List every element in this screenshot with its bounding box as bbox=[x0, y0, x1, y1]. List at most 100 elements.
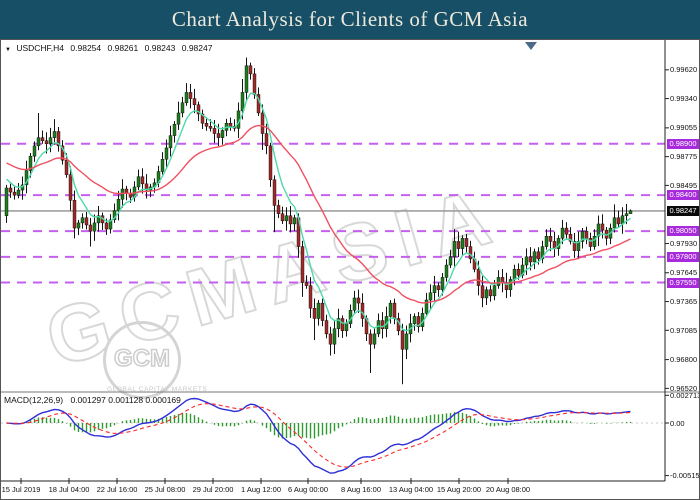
chart-window[interactable]: GCMASIA GCM GLOBAL CAPITAL MARKETS ▼ USD… bbox=[0, 39, 700, 500]
bear-candle bbox=[584, 230, 589, 239]
bear-candle bbox=[64, 160, 69, 175]
bear-candle bbox=[260, 112, 265, 134]
price-tick-label: 0.98495 bbox=[670, 180, 698, 190]
bull-candle bbox=[116, 199, 121, 211]
bear-candle bbox=[212, 128, 217, 134]
symbol-header: ▼ USDCHF,H4 0.98254 0.98261 0.98243 0.98… bbox=[5, 43, 216, 53]
price-tick-label: 0.99620 bbox=[670, 65, 698, 75]
bear-candle bbox=[488, 289, 493, 297]
bear-candle bbox=[548, 236, 553, 242]
bear-candle bbox=[464, 238, 469, 247]
level-price-box: 0.97800 bbox=[667, 251, 699, 262]
bull-candle bbox=[624, 213, 629, 216]
bear-candle bbox=[416, 316, 421, 327]
bear-candle bbox=[516, 268, 521, 276]
bear-candle bbox=[380, 320, 385, 329]
time-axis-label: 25 Jul 08:00 bbox=[144, 485, 186, 494]
bear-candle bbox=[208, 126, 213, 129]
bull-candle bbox=[592, 236, 597, 247]
bull-candle bbox=[560, 227, 565, 239]
bull-candle bbox=[332, 328, 337, 345]
bear-candle bbox=[600, 223, 605, 231]
bear-candle bbox=[288, 215, 293, 225]
bull-candle bbox=[440, 277, 445, 290]
chart-canvas[interactable] bbox=[1, 40, 699, 499]
bear-candle bbox=[200, 113, 205, 124]
price-tick-label: 0.96520 bbox=[670, 383, 698, 393]
macd-indicator-name: MACD(12,26,9) bbox=[4, 395, 64, 405]
bull-candle bbox=[172, 124, 177, 136]
bull-candle bbox=[336, 318, 341, 329]
bull-candle bbox=[628, 210, 633, 214]
macd-main-line bbox=[6, 397, 631, 474]
bear-candle bbox=[360, 302, 365, 319]
level-price-box: 0.97550 bbox=[667, 277, 699, 288]
price-tick-label: 0.96800 bbox=[670, 355, 698, 365]
watermark-logo-text: GCM bbox=[113, 344, 171, 373]
symbol-name: USDCHF,H4 bbox=[16, 43, 65, 53]
bull-candle bbox=[508, 279, 513, 290]
bull-candle bbox=[452, 241, 457, 258]
bull-candle bbox=[180, 102, 185, 114]
bull-candle bbox=[316, 302, 321, 319]
bull-candle bbox=[48, 137, 53, 144]
bear-candle bbox=[280, 213, 285, 222]
bull-candle bbox=[80, 217, 85, 224]
bull-candle bbox=[512, 268, 517, 280]
bull-candle bbox=[184, 92, 189, 103]
title-bar: Chart Analysis for Clients of GCM Asia bbox=[0, 0, 700, 39]
macd-header: MACD(12,26,9) 0.001297 0.001128 0.000169 bbox=[4, 395, 186, 405]
level-price-box: 0.98050 bbox=[667, 226, 699, 237]
bear-candle bbox=[616, 217, 621, 225]
level-price-box: 0.98900 bbox=[667, 138, 699, 149]
bear-candle bbox=[68, 174, 73, 201]
macd-axis-label: 0.002713 bbox=[670, 390, 700, 400]
time-axis-label: 20 Aug 08:00 bbox=[485, 485, 531, 494]
symbol-dropdown-icon[interactable]: ▼ bbox=[5, 47, 11, 53]
price-tick-label: 0.97365 bbox=[670, 297, 698, 307]
watermark-logo-circle: GCM bbox=[103, 321, 181, 399]
time-axis-label: 15 Jul 2019 bbox=[1, 485, 41, 494]
bear-candle bbox=[564, 227, 569, 235]
bear-candle bbox=[328, 333, 333, 345]
bull-candle bbox=[292, 217, 297, 225]
bear-candle bbox=[88, 224, 93, 232]
bull-candle bbox=[580, 230, 585, 242]
ohlc-open: 0.98254 bbox=[70, 43, 102, 53]
bull-candle bbox=[412, 316, 417, 324]
bull-candle bbox=[92, 222, 97, 232]
time-axis-label: 6 Aug 00:00 bbox=[287, 485, 329, 494]
current-price-box: 0.98247 bbox=[667, 205, 699, 216]
bull-candle bbox=[404, 333, 409, 350]
bull-candle bbox=[120, 188, 125, 200]
bear-candle bbox=[476, 268, 481, 286]
bull-candle bbox=[448, 256, 453, 266]
bear-candle bbox=[400, 330, 405, 350]
bear-candle bbox=[436, 285, 441, 290]
bull-candle bbox=[372, 333, 377, 345]
bear-candle bbox=[124, 188, 129, 194]
bear-candle bbox=[12, 191, 17, 196]
bear-candle bbox=[300, 246, 305, 283]
time-axis-label: 8 Aug 16:00 bbox=[340, 485, 382, 494]
bull-candle bbox=[76, 222, 81, 229]
bull-candle bbox=[36, 137, 41, 147]
bull-candle bbox=[24, 170, 29, 186]
macd-axis-label: 0.00 bbox=[670, 418, 685, 428]
macd-axis-label: -0.005156 bbox=[670, 471, 700, 481]
bear-candle bbox=[264, 133, 269, 147]
bull-candle bbox=[164, 147, 169, 160]
scroll-marker-icon[interactable] bbox=[525, 42, 537, 50]
bear-candle bbox=[72, 200, 77, 229]
bear-candle bbox=[392, 302, 397, 319]
price-tick-label: 0.97645 bbox=[670, 268, 698, 278]
bull-candle bbox=[284, 215, 289, 222]
bull-candle bbox=[28, 155, 33, 171]
bear-candle bbox=[356, 297, 361, 304]
bear-candle bbox=[528, 256, 533, 263]
ohlc-close: 0.98247 bbox=[181, 43, 213, 53]
bear-candle bbox=[40, 137, 45, 141]
bear-candle bbox=[312, 308, 317, 319]
bear-candle bbox=[268, 145, 273, 180]
